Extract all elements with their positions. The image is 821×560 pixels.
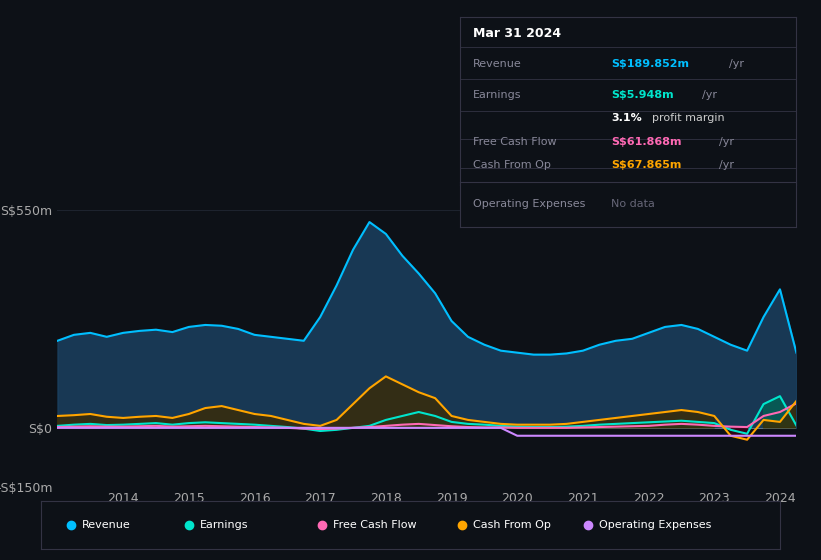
Text: Revenue: Revenue [82,520,131,530]
Text: Operating Expenses: Operating Expenses [473,199,585,209]
Text: S$67.865m: S$67.865m [612,160,681,170]
Text: /yr: /yr [719,137,734,147]
Text: Free Cash Flow: Free Cash Flow [333,520,416,530]
Text: Free Cash Flow: Free Cash Flow [473,137,557,147]
Text: /yr: /yr [719,160,734,170]
Text: No data: No data [612,199,655,209]
Text: Revenue: Revenue [473,59,522,69]
Text: profit margin: profit margin [652,114,724,123]
Text: S$5.948m: S$5.948m [612,90,674,100]
Text: Mar 31 2024: Mar 31 2024 [473,27,562,40]
Text: Earnings: Earnings [200,520,249,530]
Text: Cash From Op: Cash From Op [473,520,551,530]
Text: S$189.852m: S$189.852m [612,59,690,69]
Text: S$61.868m: S$61.868m [612,137,681,147]
Text: Cash From Op: Cash From Op [473,160,551,170]
Text: /yr: /yr [729,59,744,69]
Text: 3.1%: 3.1% [612,114,642,123]
Text: Operating Expenses: Operating Expenses [599,520,711,530]
Text: /yr: /yr [702,90,717,100]
Text: Earnings: Earnings [473,90,521,100]
